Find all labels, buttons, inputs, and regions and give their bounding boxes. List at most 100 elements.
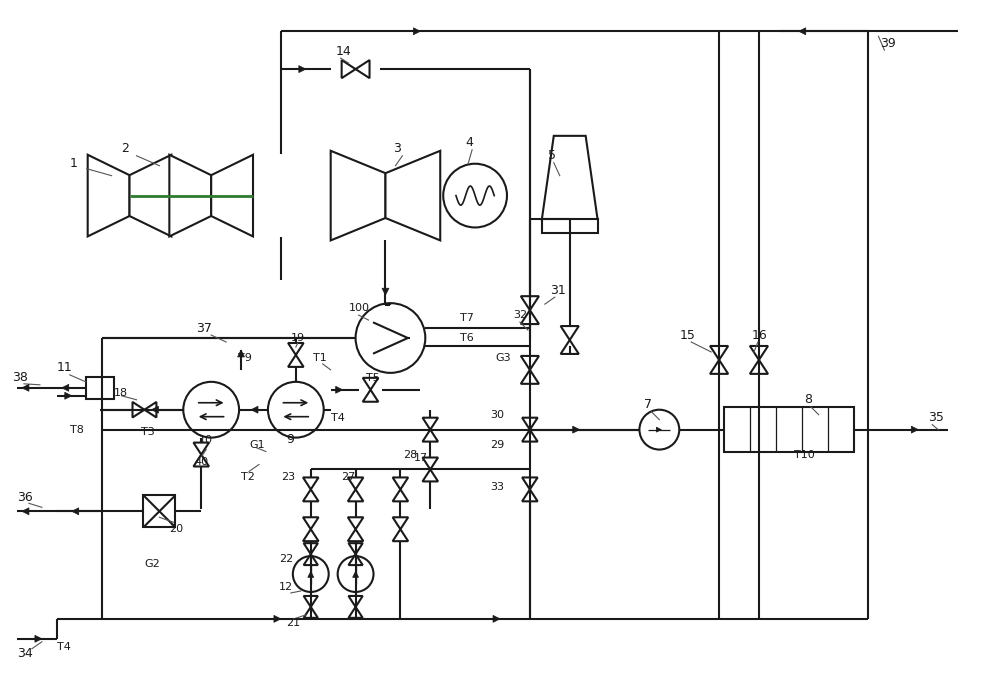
Text: 22: 22: [279, 554, 293, 564]
Polygon shape: [348, 490, 363, 501]
Polygon shape: [304, 543, 318, 554]
Polygon shape: [308, 571, 314, 577]
Text: 1: 1: [70, 157, 78, 170]
Polygon shape: [561, 326, 579, 340]
Bar: [542, 219, 598, 234]
Text: 4: 4: [465, 136, 473, 149]
Polygon shape: [22, 508, 29, 515]
Polygon shape: [522, 430, 538, 441]
Polygon shape: [522, 490, 538, 501]
Polygon shape: [251, 407, 258, 413]
Polygon shape: [493, 616, 500, 622]
Text: T2: T2: [241, 473, 255, 482]
Text: T4: T4: [331, 413, 345, 423]
Text: 2: 2: [122, 142, 129, 155]
Text: 34: 34: [17, 647, 33, 660]
Polygon shape: [522, 477, 538, 490]
Polygon shape: [331, 151, 385, 240]
Polygon shape: [393, 477, 408, 490]
Polygon shape: [521, 310, 539, 324]
Text: 30: 30: [490, 410, 504, 419]
Circle shape: [268, 382, 324, 438]
Polygon shape: [193, 454, 209, 466]
Polygon shape: [274, 616, 281, 622]
Polygon shape: [573, 426, 580, 433]
Text: 35: 35: [928, 411, 944, 424]
Text: 33: 33: [490, 482, 504, 492]
Polygon shape: [72, 508, 79, 515]
Polygon shape: [385, 151, 440, 240]
Text: 28: 28: [403, 449, 418, 460]
Polygon shape: [423, 417, 438, 430]
Text: 100: 100: [349, 303, 370, 313]
Polygon shape: [169, 155, 211, 236]
Polygon shape: [193, 443, 209, 454]
Polygon shape: [348, 607, 363, 618]
Polygon shape: [356, 60, 370, 78]
Text: T8: T8: [70, 425, 84, 434]
Polygon shape: [65, 392, 72, 399]
Polygon shape: [348, 596, 363, 607]
Polygon shape: [342, 60, 356, 78]
Polygon shape: [363, 390, 378, 402]
Text: T6: T6: [460, 333, 474, 343]
Text: T3: T3: [141, 426, 155, 437]
Polygon shape: [133, 402, 144, 417]
Text: 20: 20: [169, 524, 183, 534]
Circle shape: [183, 382, 239, 438]
Polygon shape: [303, 518, 319, 529]
Text: 19: 19: [291, 333, 305, 343]
Polygon shape: [542, 136, 598, 219]
Polygon shape: [288, 355, 304, 367]
Polygon shape: [348, 477, 363, 490]
Polygon shape: [363, 378, 378, 390]
Text: T4: T4: [57, 642, 71, 652]
Polygon shape: [521, 370, 539, 384]
Text: 39: 39: [880, 37, 896, 50]
Text: 8: 8: [804, 393, 812, 407]
Text: T5: T5: [366, 373, 379, 383]
Polygon shape: [88, 155, 130, 236]
Polygon shape: [304, 596, 318, 607]
Circle shape: [639, 410, 679, 449]
Polygon shape: [382, 288, 389, 295]
Polygon shape: [303, 490, 319, 501]
Text: 38: 38: [12, 371, 28, 384]
Text: G2: G2: [144, 559, 160, 569]
Text: 40: 40: [194, 456, 208, 466]
Polygon shape: [750, 346, 768, 360]
Circle shape: [293, 556, 329, 592]
Text: 10: 10: [199, 434, 213, 445]
Text: T10: T10: [794, 449, 815, 460]
Polygon shape: [130, 155, 171, 236]
Polygon shape: [413, 28, 420, 35]
Text: 15: 15: [679, 328, 695, 342]
Text: 5: 5: [548, 149, 556, 162]
Bar: [143, 495, 175, 527]
Polygon shape: [521, 356, 539, 370]
Text: G3: G3: [495, 353, 511, 363]
Text: T9: T9: [238, 353, 252, 363]
Polygon shape: [348, 543, 363, 554]
Polygon shape: [62, 384, 69, 392]
Polygon shape: [423, 458, 438, 469]
Polygon shape: [710, 360, 728, 374]
Polygon shape: [151, 407, 158, 413]
Polygon shape: [393, 529, 408, 541]
Text: 27: 27: [341, 473, 355, 482]
Polygon shape: [336, 386, 343, 394]
Polygon shape: [423, 430, 438, 441]
Text: 7: 7: [644, 398, 652, 411]
Text: 32: 32: [513, 310, 527, 320]
Polygon shape: [393, 490, 408, 501]
Polygon shape: [238, 350, 245, 357]
Circle shape: [338, 556, 374, 592]
Text: G1: G1: [249, 439, 265, 449]
Polygon shape: [144, 402, 156, 417]
Text: 37: 37: [196, 321, 212, 334]
Text: 14: 14: [336, 45, 351, 58]
Polygon shape: [303, 529, 319, 541]
Polygon shape: [304, 554, 318, 565]
Text: 29: 29: [490, 439, 504, 449]
Text: 12: 12: [279, 582, 293, 592]
